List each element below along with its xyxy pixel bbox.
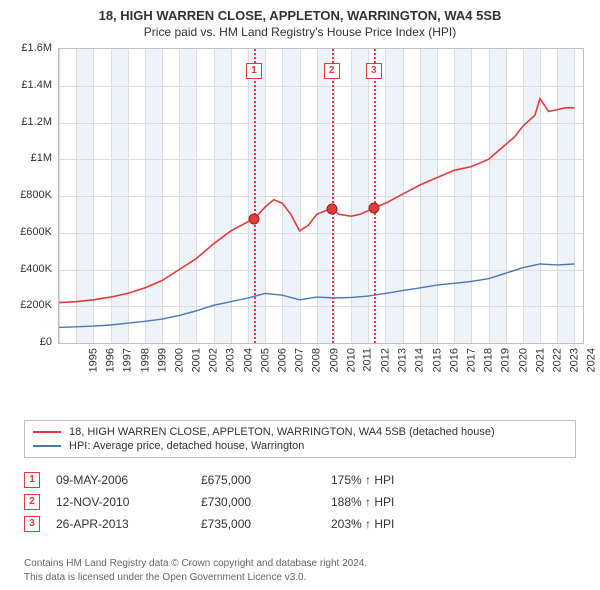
x-tick-label: 2003 bbox=[225, 348, 237, 372]
event-badge: 3 bbox=[366, 63, 382, 79]
sale-date: 26-APR-2013 bbox=[56, 517, 201, 531]
x-tick-label: 2012 bbox=[380, 348, 392, 372]
legend-swatch bbox=[33, 445, 61, 447]
x-tick-label: 2023 bbox=[569, 348, 581, 372]
title-address: 18, HIGH WARREN CLOSE, APPLETON, WARRING… bbox=[0, 8, 600, 23]
sale-row: 3 26-APR-2013£735,000203% ↑ HPI bbox=[24, 516, 576, 532]
sale-hpi: 203% ↑ HPI bbox=[331, 517, 394, 531]
footer-line-2: This data is licensed under the Open Gov… bbox=[24, 571, 576, 585]
sale-hpi: 175% ↑ HPI bbox=[331, 473, 394, 487]
sale-hpi: 188% ↑ HPI bbox=[331, 495, 394, 509]
y-tick-label: £800K bbox=[20, 189, 52, 201]
y-tick-label: £200K bbox=[20, 299, 52, 311]
y-axis-labels: £0£200K£400K£600K£800K£1M£1.2M£1.4M£1.6M bbox=[8, 48, 54, 344]
x-tick-label: 2006 bbox=[276, 348, 288, 372]
sale-price: £735,000 bbox=[201, 517, 331, 531]
x-tick-label: 2009 bbox=[328, 348, 340, 372]
legend-item: 18, HIGH WARREN CLOSE, APPLETON, WARRING… bbox=[33, 425, 567, 439]
y-tick-label: £1.6M bbox=[21, 42, 52, 54]
sale-badge: 2 bbox=[24, 494, 40, 510]
x-tick-label: 1998 bbox=[139, 348, 151, 372]
event-dot bbox=[326, 203, 337, 214]
event-line bbox=[254, 49, 256, 343]
event-badge: 2 bbox=[324, 63, 340, 79]
chart-lines-svg bbox=[59, 49, 583, 343]
x-tick-label: 2013 bbox=[397, 348, 409, 372]
x-tick-label: 2020 bbox=[517, 348, 529, 372]
y-tick-label: £1.2M bbox=[21, 116, 52, 128]
footer-line-1: Contains HM Land Registry data © Crown c… bbox=[24, 557, 576, 571]
legend-swatch bbox=[33, 431, 61, 433]
footer-attribution: Contains HM Land Registry data © Crown c… bbox=[24, 557, 576, 584]
x-tick-label: 2024 bbox=[586, 348, 598, 372]
x-tick-label: 1997 bbox=[122, 348, 134, 372]
x-tick-label: 2014 bbox=[414, 348, 426, 372]
sale-badge: 3 bbox=[24, 516, 40, 532]
x-tick-label: 2000 bbox=[173, 348, 185, 372]
legend-label: HPI: Average price, detached house, Warr… bbox=[69, 440, 304, 452]
event-badge: 1 bbox=[246, 63, 262, 79]
sale-row: 2 12-NOV-2010£730,000188% ↑ HPI bbox=[24, 494, 576, 510]
title-subtitle: Price paid vs. HM Land Registry's House … bbox=[0, 25, 600, 39]
x-tick-label: 2021 bbox=[534, 348, 546, 372]
y-tick-label: £1M bbox=[31, 152, 52, 164]
y-tick-label: £0 bbox=[40, 336, 52, 348]
x-tick-label: 2007 bbox=[294, 348, 306, 372]
x-tick-label: 2010 bbox=[345, 348, 357, 372]
x-tick-label: 2011 bbox=[362, 348, 374, 372]
x-tick-label: 2016 bbox=[448, 348, 460, 372]
event-dot bbox=[368, 202, 379, 213]
sale-badge: 1 bbox=[24, 472, 40, 488]
event-line bbox=[374, 49, 376, 343]
plot-area: 1 2 3 bbox=[58, 48, 584, 344]
x-tick-label: 2008 bbox=[311, 348, 323, 372]
x-tick-label: 1996 bbox=[105, 348, 117, 372]
y-tick-label: £600K bbox=[20, 226, 52, 238]
x-tick-label: 1999 bbox=[156, 348, 168, 372]
x-tick-label: 2004 bbox=[242, 348, 254, 372]
sale-row: 1 09-MAY-2006£675,000175% ↑ HPI bbox=[24, 472, 576, 488]
y-tick-label: £1.4M bbox=[21, 79, 52, 91]
x-tick-label: 2001 bbox=[191, 348, 203, 372]
x-tick-label: 2015 bbox=[431, 348, 443, 372]
x-tick-label: 2018 bbox=[483, 348, 495, 372]
legend-label: 18, HIGH WARREN CLOSE, APPLETON, WARRING… bbox=[69, 426, 495, 438]
x-tick-label: 2005 bbox=[259, 348, 271, 372]
sale-date: 09-MAY-2006 bbox=[56, 473, 201, 487]
x-tick-label: 2022 bbox=[551, 348, 563, 372]
x-tick-label: 2019 bbox=[500, 348, 512, 372]
sales-table: 1 09-MAY-2006£675,000175% ↑ HPI 2 12-NOV-20… bbox=[24, 466, 576, 538]
sale-price: £730,000 bbox=[201, 495, 331, 509]
y-tick-label: £400K bbox=[20, 263, 52, 275]
legend-box: 18, HIGH WARREN CLOSE, APPLETON, WARRING… bbox=[24, 420, 576, 458]
x-axis-labels: 1995 1996 1997 1998 1999 2000 2001 2002 2003 2004… bbox=[58, 346, 584, 382]
series-line-hpi bbox=[59, 264, 574, 327]
legend-item: HPI: Average price, detached house, Warr… bbox=[33, 439, 567, 453]
page-root: 18, HIGH WARREN CLOSE, APPLETON, WARRING… bbox=[0, 0, 600, 590]
event-dot bbox=[248, 213, 259, 224]
series-line-property bbox=[59, 99, 574, 303]
chart-area: £0£200K£400K£600K£800K£1M£1.2M£1.4M£1.6M… bbox=[8, 48, 592, 383]
x-tick-label: 2017 bbox=[465, 348, 477, 372]
title-block: 18, HIGH WARREN CLOSE, APPLETON, WARRING… bbox=[0, 0, 600, 39]
sale-price: £675,000 bbox=[201, 473, 331, 487]
x-tick-label: 1995 bbox=[87, 348, 99, 372]
x-tick-label: 2002 bbox=[208, 348, 220, 372]
sale-date: 12-NOV-2010 bbox=[56, 495, 201, 509]
event-line bbox=[332, 49, 334, 343]
